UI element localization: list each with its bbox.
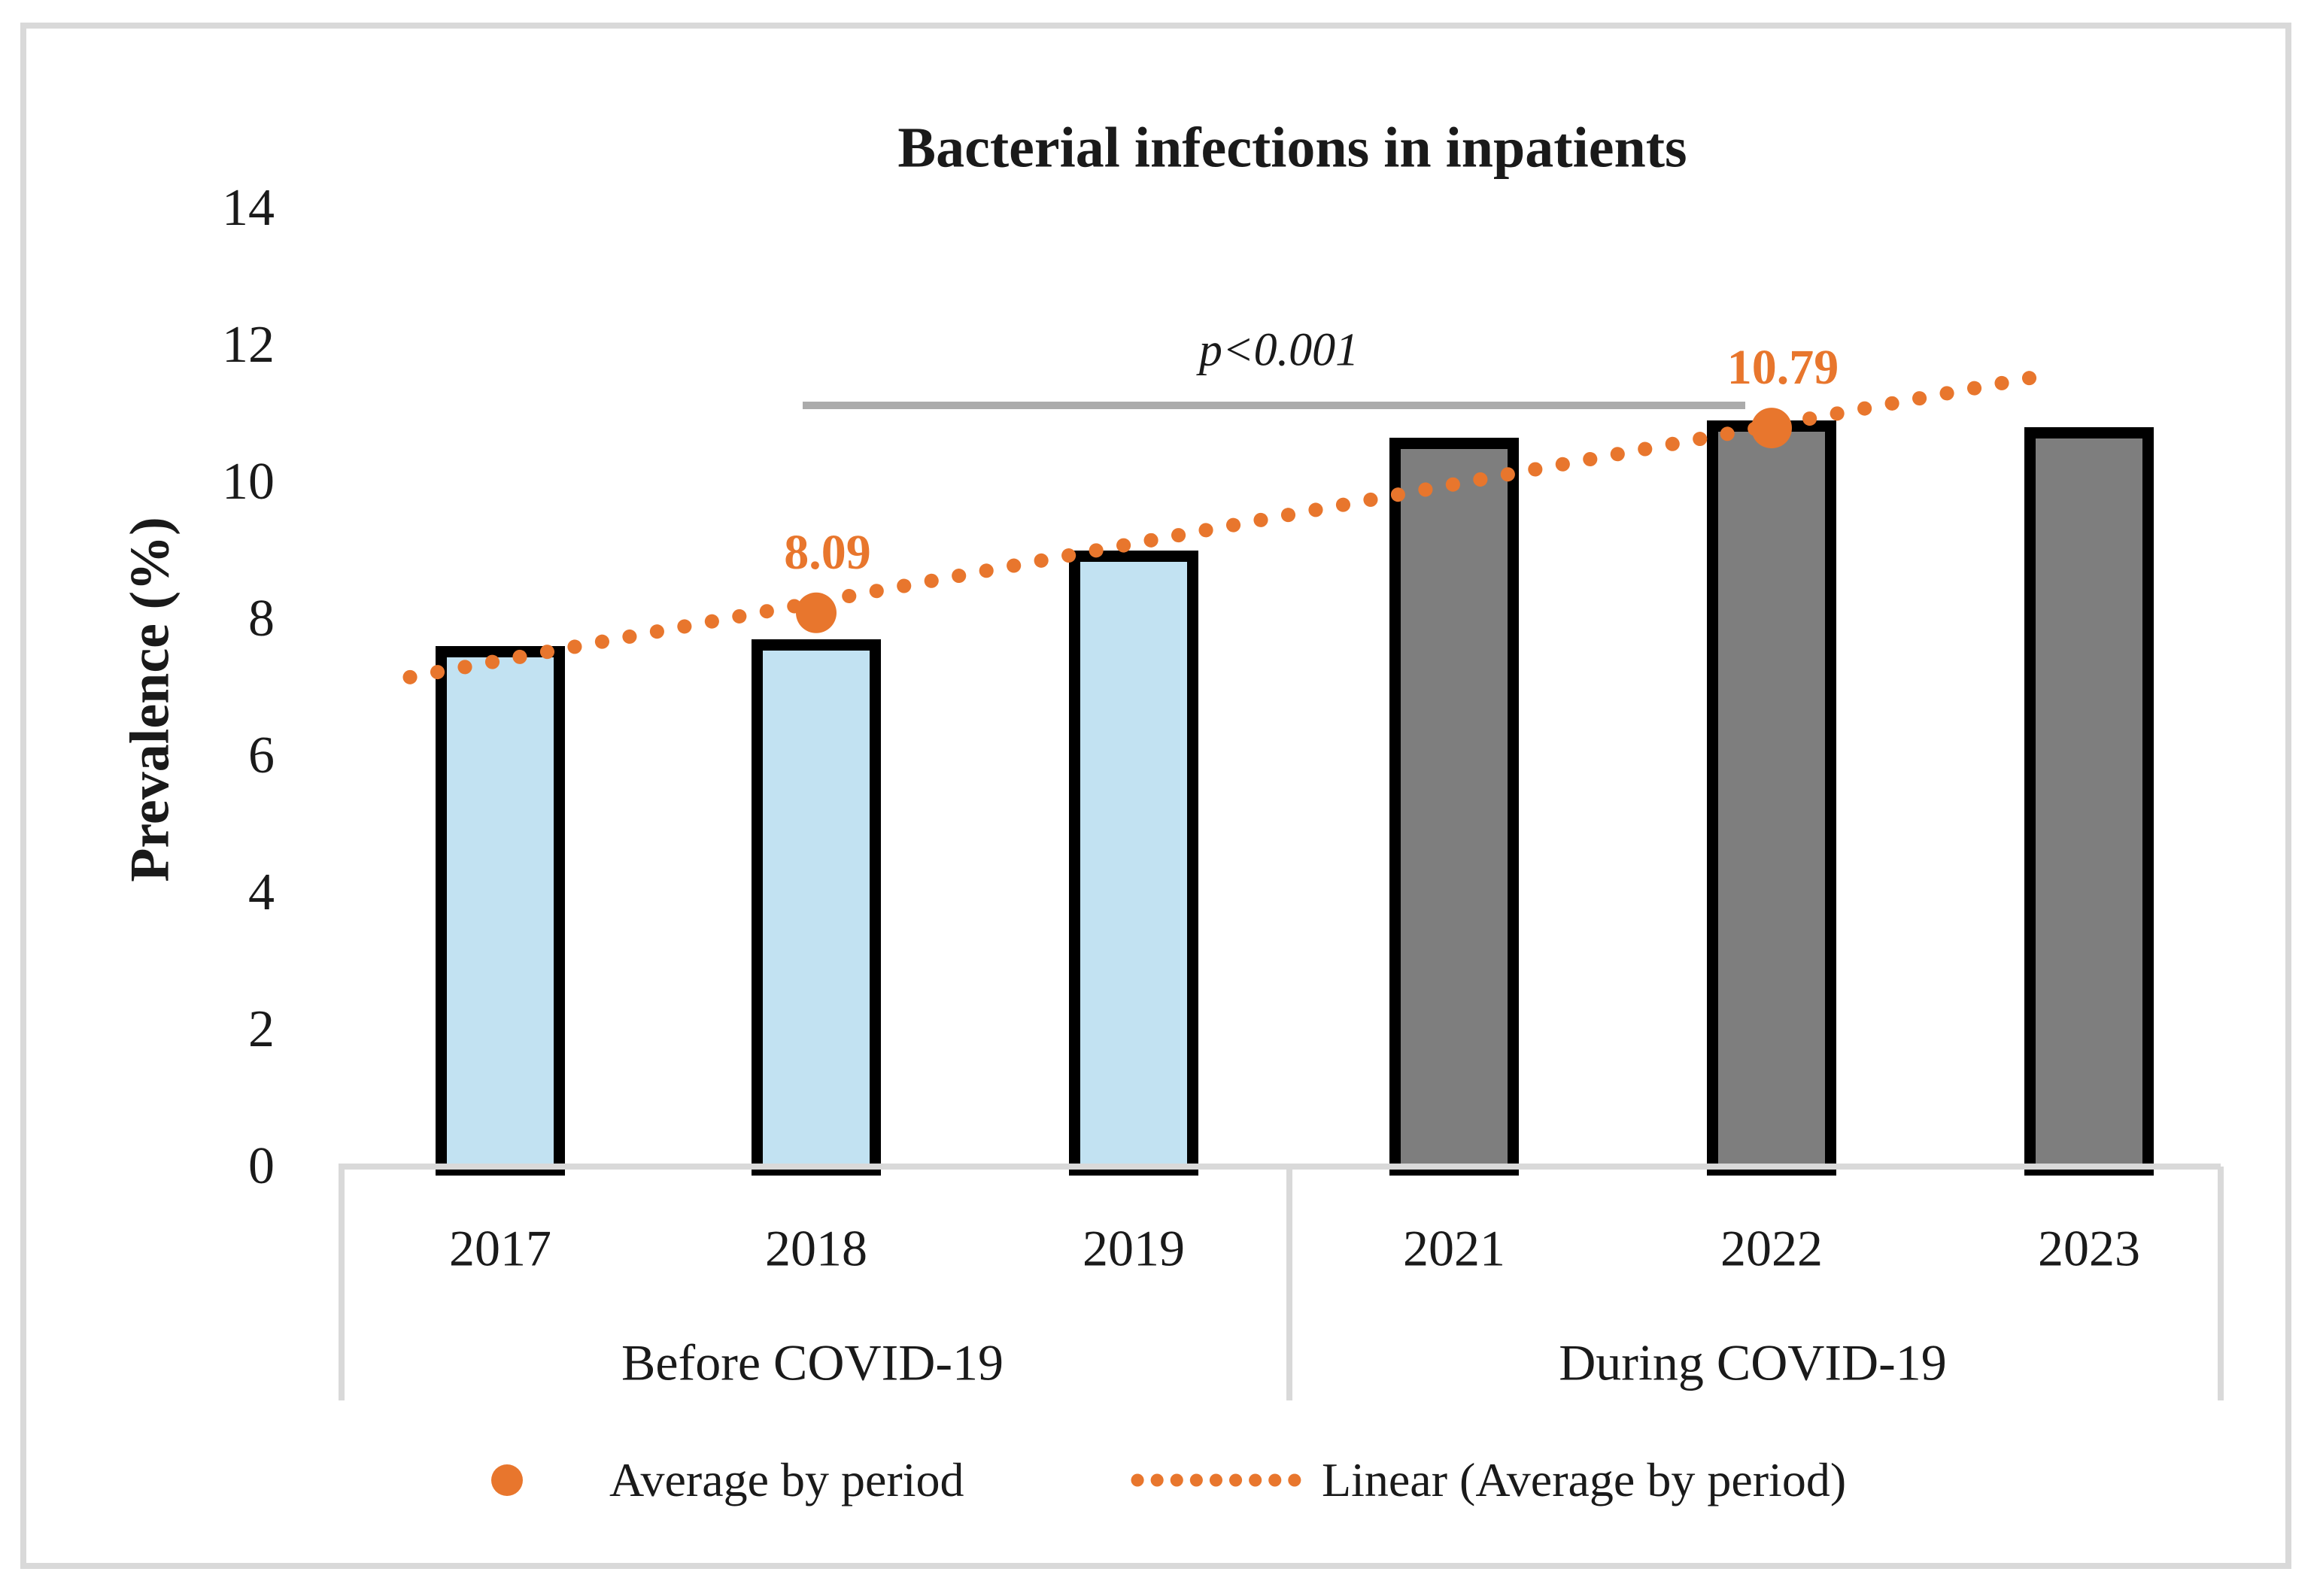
category-table-right-border	[2218, 1167, 2224, 1400]
average-data-label-2022: 10.79	[1726, 340, 1839, 396]
category-table-left-border	[339, 1167, 345, 1400]
x-tick-label-2023: 2023	[2038, 1219, 2140, 1277]
linear-trendline	[402, 367, 2055, 684]
x-tick-label-2017: 2017	[449, 1219, 551, 1277]
bar-2018	[752, 639, 881, 1176]
y-tick-label-2: 2	[248, 1000, 275, 1058]
x-tick-label-2019: 2019	[1083, 1219, 1185, 1277]
x-tick-label-2022: 2022	[1720, 1219, 1823, 1277]
bar-2019	[1069, 551, 1198, 1176]
p-value-annotation: p<0.001	[1198, 324, 1359, 376]
bar-2023	[2024, 427, 2154, 1176]
bar-2022	[1707, 420, 1836, 1176]
bar-2017	[436, 646, 565, 1176]
x-tick-label-2021: 2021	[1403, 1219, 1505, 1277]
chart-title: Bacterial infections in inpatients	[897, 116, 1687, 180]
y-tick-label-4: 4	[248, 863, 275, 921]
y-tick-label-12: 12	[222, 316, 275, 374]
y-tick-label-8: 8	[248, 590, 275, 648]
significance-line	[803, 402, 1745, 409]
y-tick-label-6: 6	[248, 727, 275, 784]
x-tick-label-2018: 2018	[765, 1219, 867, 1277]
x-axis-line	[339, 1164, 2221, 1170]
group-label-during: During COVID-19	[1559, 1334, 1947, 1391]
average-marker-2018	[796, 592, 837, 633]
average-marker-2022	[1751, 408, 1792, 449]
y-tick-label-0: 0	[248, 1137, 275, 1195]
y-tick-label-14: 14	[222, 179, 275, 237]
group-label-before: Before COVID-19	[621, 1334, 1004, 1391]
figure-border	[20, 23, 2291, 1569]
bar-2021	[1389, 437, 1519, 1176]
category-table-divider	[1286, 1167, 1292, 1400]
average-data-label-2018: 8.09	[784, 524, 871, 580]
y-tick-label-10: 10	[222, 453, 275, 511]
